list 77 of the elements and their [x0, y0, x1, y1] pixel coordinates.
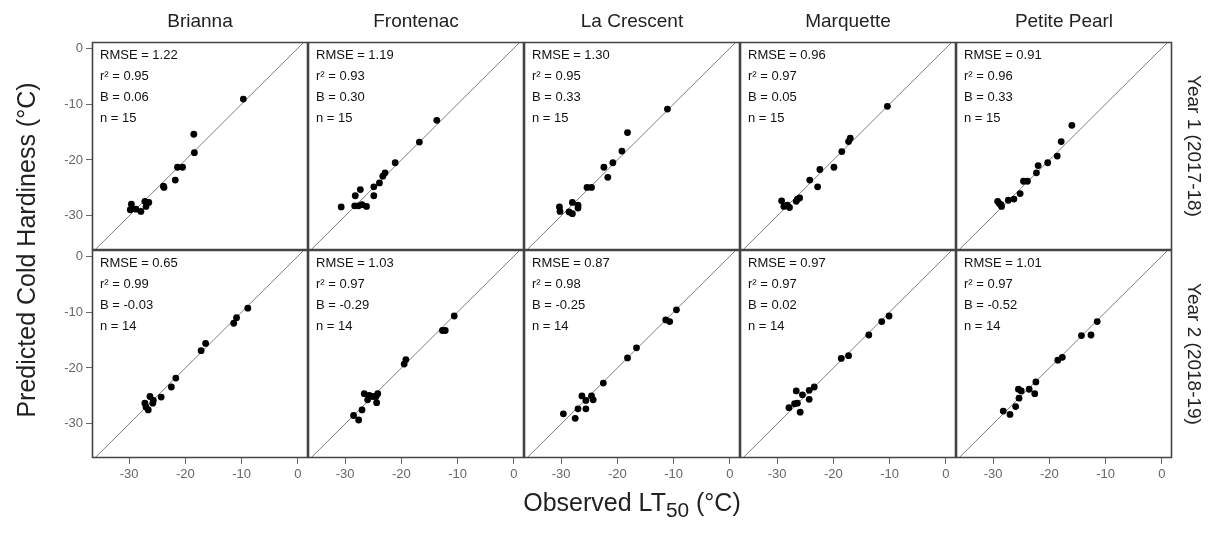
chart-title: Petite Pearl	[1013, 10, 1115, 32]
annotation: RMSE = 0.65	[100, 254, 178, 270]
x-tick-label: 0	[294, 466, 302, 482]
annotation: n = 15	[100, 109, 137, 125]
x-tick-label: 0	[726, 466, 734, 482]
annotation: B = 0.30	[316, 88, 365, 104]
annotation: r² = 0.97	[748, 275, 797, 291]
x-tick-label: -20	[823, 466, 843, 482]
annotation: RMSE = 0.87	[532, 254, 610, 270]
annotation: n = 15	[532, 109, 569, 125]
x-tick-label: -30	[119, 466, 139, 482]
annotation: n = 15	[748, 109, 785, 125]
annotation: B = -0.25	[532, 296, 586, 312]
y-tick-label: -20	[64, 359, 83, 375]
annotation: r² = 0.99	[100, 275, 149, 291]
annotation: r² = 0.98	[532, 275, 581, 291]
annotation: B = 0.02	[748, 296, 797, 312]
x-tick-label: -10	[232, 466, 252, 482]
annotation: n = 14	[748, 317, 785, 333]
annotation: RMSE = 1.30	[532, 46, 610, 62]
x-tick-label: -30	[551, 466, 571, 482]
annotation: B = -0.29	[316, 296, 370, 312]
annotation: RMSE = 1.19	[316, 46, 394, 62]
annotation: B = -0.03	[100, 296, 154, 312]
y-tick-label: -10	[64, 303, 83, 319]
chart-title: La Crescent	[579, 10, 685, 32]
chart-title: Frontenac	[372, 10, 460, 32]
annotation: B = 0.05	[748, 88, 797, 104]
annotation: r² = 0.95	[532, 67, 581, 83]
annotation: n = 14	[964, 317, 1001, 333]
chart-title: Marquette	[804, 10, 892, 32]
x-tick-label: -20	[607, 466, 627, 482]
annotation: RMSE = 1.03	[316, 254, 394, 270]
annotation: n = 14	[100, 317, 137, 333]
y-tick-label: 0	[75, 247, 83, 263]
annotation: r² = 0.95	[100, 67, 149, 83]
x-tick-label: -30	[767, 466, 787, 482]
annotation: RMSE = 1.01	[964, 254, 1042, 270]
x-tick-label: -10	[1096, 466, 1116, 482]
y-tick-label: -20	[64, 151, 83, 167]
y-tick-label: -30	[64, 207, 83, 223]
y-tick-label: 0	[75, 39, 83, 55]
annotation: RMSE = 0.97	[748, 254, 826, 270]
y-tick-label: -10	[64, 95, 83, 111]
annotation: r² = 0.96	[964, 67, 1013, 83]
x-tick-label: 0	[942, 466, 950, 482]
y-axis-title: Predicted Cold Hardiness (°C)	[11, 82, 41, 418]
annotation: RMSE = 0.96	[748, 46, 826, 62]
x-tick-label: -20	[1039, 466, 1059, 482]
annotation: n = 15	[964, 109, 1001, 125]
annotation: B = 0.33	[532, 88, 581, 104]
annotation: RMSE = 1.22	[100, 46, 178, 62]
annotation: RMSE = 0.91	[964, 46, 1042, 62]
x-tick-label: -30	[983, 466, 1003, 482]
chart-title: Brianna	[166, 10, 234, 32]
annotation: n = 14	[532, 317, 569, 333]
x-tick-label: -20	[391, 466, 411, 482]
annotation: r² = 0.97	[748, 67, 797, 83]
y2-axis-title: Year 2 (2018-19)	[1183, 283, 1205, 425]
x-tick-label: 0	[510, 466, 518, 482]
annotation: B = 0.33	[964, 88, 1013, 104]
x-tick-label: -30	[335, 466, 355, 482]
y-tick-label: -30	[64, 415, 83, 431]
annotation: r² = 0.97	[316, 275, 365, 291]
x-tick-label: -10	[664, 466, 684, 482]
annotation: n = 15	[316, 109, 353, 125]
x-tick-label: 0	[1158, 466, 1166, 482]
annotation: r² = 0.93	[316, 67, 365, 83]
x-axis-title: Observed LT$_{50}$ (°C)	[522, 488, 742, 522]
x-tick-label: -10	[448, 466, 468, 482]
annotation: B = -0.52	[964, 296, 1018, 312]
annotation: n = 14	[316, 317, 353, 333]
annotation: B = 0.06	[100, 88, 149, 104]
annotation: r² = 0.97	[964, 275, 1013, 291]
y2-axis-title: Year 1 (2017-18)	[1183, 75, 1205, 217]
x-tick-label: -20	[175, 466, 195, 482]
x-tick-label: -10	[880, 466, 900, 482]
